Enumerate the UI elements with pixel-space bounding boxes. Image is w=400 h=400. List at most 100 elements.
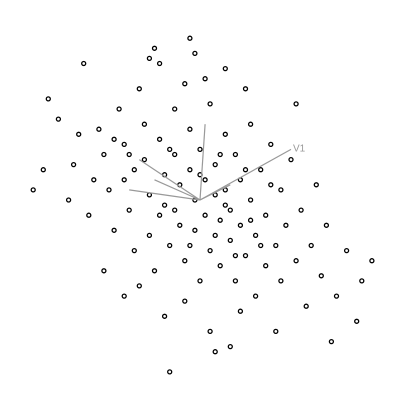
data-point bbox=[86, 212, 92, 218]
data-point bbox=[247, 121, 254, 127]
data-point bbox=[65, 197, 72, 203]
data-point bbox=[227, 207, 233, 213]
data-point bbox=[182, 81, 188, 87]
data-point bbox=[247, 217, 254, 223]
data-point bbox=[187, 242, 193, 249]
data-point bbox=[101, 151, 107, 158]
data-point bbox=[91, 177, 97, 183]
data-point bbox=[313, 182, 319, 188]
data-point bbox=[131, 167, 137, 173]
data-point bbox=[76, 131, 82, 137]
data-point bbox=[202, 212, 208, 218]
data-point bbox=[141, 156, 148, 163]
data-point bbox=[202, 76, 208, 82]
data-point bbox=[177, 222, 183, 228]
data-point bbox=[308, 242, 314, 249]
data-point bbox=[192, 50, 198, 57]
data-point bbox=[354, 318, 360, 324]
data-point bbox=[283, 222, 289, 228]
data-point bbox=[187, 35, 193, 41]
data-point bbox=[258, 242, 264, 249]
data-point bbox=[131, 247, 137, 254]
data-point bbox=[192, 227, 198, 233]
data-point bbox=[298, 207, 304, 213]
data-point bbox=[252, 232, 259, 239]
data-point bbox=[359, 278, 365, 284]
data-point bbox=[116, 106, 122, 112]
data-point bbox=[161, 202, 168, 208]
variable-axis-v3 bbox=[138, 159, 201, 201]
data-point bbox=[273, 242, 279, 249]
data-point bbox=[293, 258, 299, 264]
data-point bbox=[197, 278, 203, 284]
variable-axes-layer: V1 bbox=[129, 124, 306, 201]
variable-axis-v2 bbox=[199, 124, 206, 201]
data-point bbox=[278, 187, 284, 193]
data-point bbox=[141, 121, 148, 127]
data-point bbox=[111, 227, 117, 233]
data-point bbox=[323, 222, 330, 228]
data-point bbox=[121, 293, 127, 299]
data-point bbox=[81, 60, 87, 67]
data-point bbox=[121, 141, 127, 148]
data-point bbox=[278, 278, 284, 284]
data-point bbox=[237, 308, 244, 314]
data-point bbox=[217, 217, 223, 223]
data-point bbox=[303, 303, 309, 309]
data-point bbox=[212, 232, 218, 239]
data-point bbox=[222, 65, 228, 72]
data-point bbox=[146, 232, 153, 239]
data-point bbox=[207, 247, 213, 254]
data-point bbox=[111, 136, 117, 142]
data-point bbox=[268, 182, 274, 188]
data-point bbox=[212, 349, 218, 355]
data-point bbox=[96, 126, 102, 132]
data-point bbox=[156, 136, 163, 142]
data-point bbox=[263, 263, 269, 269]
data-point bbox=[136, 283, 142, 289]
data-point bbox=[187, 126, 193, 132]
data-point bbox=[273, 328, 279, 335]
data-point bbox=[227, 343, 233, 350]
variable-axis-v4 bbox=[129, 189, 201, 201]
data-point bbox=[126, 151, 132, 158]
data-point bbox=[167, 146, 173, 153]
data-point bbox=[182, 258, 188, 264]
data-point bbox=[151, 268, 158, 274]
variable-axis-label-v1: V1 bbox=[293, 143, 306, 154]
data-point bbox=[40, 167, 46, 173]
data-point bbox=[156, 60, 163, 67]
data-point bbox=[263, 212, 269, 218]
data-point bbox=[343, 247, 350, 254]
data-point bbox=[288, 156, 294, 163]
data-point bbox=[161, 313, 168, 319]
data-point bbox=[268, 141, 274, 148]
data-point bbox=[258, 167, 264, 173]
variable-axis-v1 bbox=[199, 148, 292, 201]
data-point bbox=[172, 106, 178, 112]
data-point bbox=[232, 278, 239, 284]
data-point bbox=[70, 161, 77, 168]
data-point bbox=[126, 207, 132, 213]
data-point bbox=[333, 293, 340, 299]
data-point bbox=[202, 177, 208, 183]
data-point bbox=[136, 86, 142, 92]
data-point bbox=[146, 55, 153, 62]
data-point bbox=[369, 258, 375, 264]
data-point bbox=[156, 212, 163, 218]
data-point bbox=[212, 161, 218, 168]
data-point bbox=[207, 101, 213, 107]
data-point bbox=[106, 187, 112, 193]
data-point bbox=[227, 237, 233, 244]
data-point bbox=[207, 328, 213, 335]
data-point bbox=[247, 197, 254, 203]
data-point bbox=[172, 207, 178, 213]
data-point bbox=[252, 293, 259, 299]
points-layer bbox=[30, 35, 375, 375]
data-point bbox=[55, 116, 62, 122]
data-point bbox=[30, 187, 36, 193]
data-point bbox=[242, 167, 249, 173]
data-point bbox=[217, 263, 223, 269]
data-point bbox=[242, 86, 249, 92]
